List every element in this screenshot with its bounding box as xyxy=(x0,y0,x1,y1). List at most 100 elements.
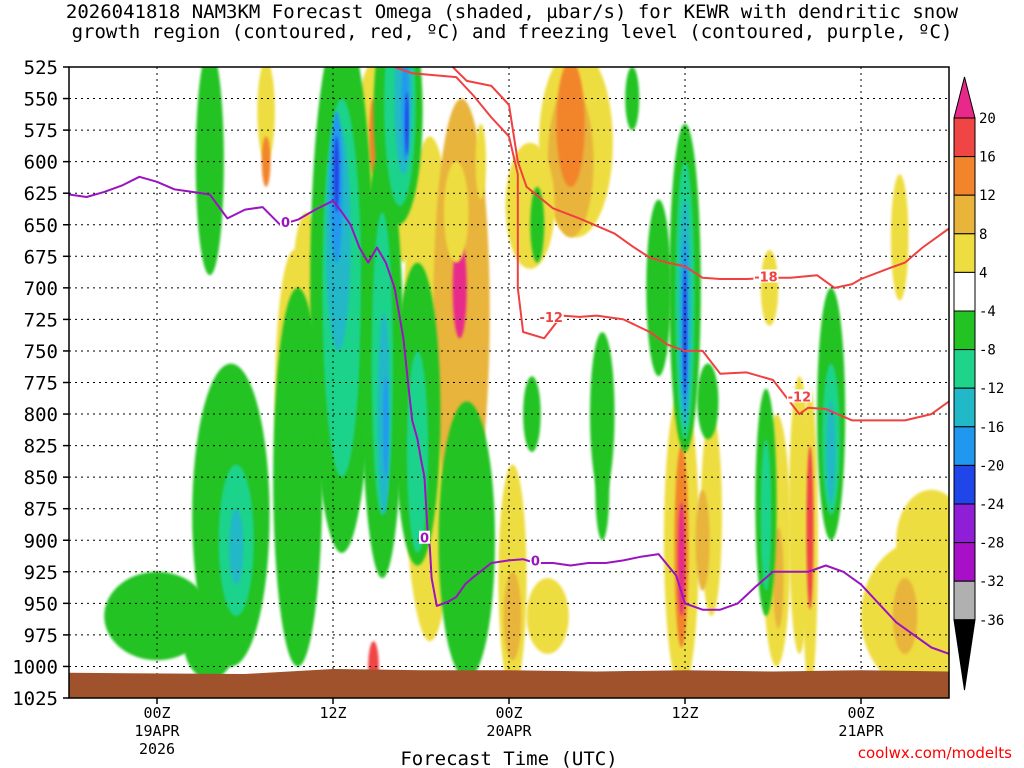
colorbar-segment-8 xyxy=(953,426,976,466)
omega-blob-32 xyxy=(806,445,814,610)
colorbar-label-10: -24 xyxy=(979,497,1004,513)
omega-blob-14 xyxy=(475,123,487,200)
colorbar-label-9: -20 xyxy=(979,458,1004,474)
y-tick-label-550: 550 xyxy=(24,89,58,111)
omega-blob-72 xyxy=(697,363,719,440)
y-tick-label-750: 750 xyxy=(24,341,58,363)
dgz-contour-1-label-0: -18 xyxy=(754,270,778,285)
x-tick-label-10-1: 12Z xyxy=(319,704,346,722)
omega-blob-29 xyxy=(773,527,784,629)
dgz-contour-0-label-bg-1 xyxy=(786,389,812,403)
colorbar-label-1: 16 xyxy=(979,150,996,166)
y-tick-label-925: 925 xyxy=(24,562,58,584)
omega-blob-37 xyxy=(104,571,210,661)
dgz-contour-0 xyxy=(394,67,949,422)
y-tick-label-950: 950 xyxy=(24,593,58,615)
y-tick-label-825: 825 xyxy=(24,436,58,458)
freezing-level-contour-0-label-1: 0 xyxy=(420,532,429,547)
freezing-level-contour-0-label-2: 0 xyxy=(531,554,540,569)
y-tick-label-1025: 1025 xyxy=(12,688,58,710)
omega-blob-52 xyxy=(383,376,389,478)
omega-blob-59 xyxy=(406,350,429,553)
dgz-contour-0-label-0: -12 xyxy=(539,311,563,326)
y-tick-label-875: 875 xyxy=(24,499,58,521)
colorbar-label-13: -36 xyxy=(979,613,1004,629)
omega-blob-38 xyxy=(195,67,224,276)
y-tick-label-675: 675 xyxy=(24,246,58,268)
y-axis: 525 550 575 600 625 650 675 700 725 750 775 800 825 8… xyxy=(12,57,69,710)
contours: -12 -12 -18 0 0 0 xyxy=(69,67,949,655)
omega-blob-42 xyxy=(229,508,244,585)
colorbar: 20 16 12 8 4 -4 -8 -12 -16 -20 -24 -28 -32 -36 xyxy=(953,76,1004,691)
colorbar-label-5: -4 xyxy=(979,304,996,320)
omega-blob-13 xyxy=(443,161,469,263)
omega-blob-74 xyxy=(760,439,772,591)
omega-blob-27 xyxy=(760,250,779,326)
omega-blob-21 xyxy=(526,578,569,654)
colorbar-segment-7 xyxy=(953,387,976,428)
grid-lines xyxy=(69,67,949,698)
colorbar-segment-6 xyxy=(953,349,976,389)
freezing-level-contour-0-label-bg-0 xyxy=(279,215,291,229)
omega-blob-77 xyxy=(826,401,836,503)
omega-blob-26 xyxy=(695,489,710,591)
omega-blob-35 xyxy=(892,578,918,654)
omega-blob-64 xyxy=(595,439,610,541)
title-line-1: 2026041818 NAM3KM Forecast Omega (shaded… xyxy=(65,1,959,23)
omega-blob-57 xyxy=(405,92,409,156)
colorbar-label-3: 8 xyxy=(979,227,987,243)
dgz-contour-0-label-1: -12 xyxy=(788,390,812,405)
omega-blob-0 xyxy=(257,67,275,162)
omega-blob-16 xyxy=(503,571,522,661)
ground-surface xyxy=(69,669,949,698)
x-tick-label-0-3: 2026 xyxy=(139,740,175,758)
y-tick-label-575: 575 xyxy=(24,120,58,142)
colorbar-label-11: -28 xyxy=(979,536,1004,552)
omega-blob-63 xyxy=(590,332,615,497)
y-tick-label-725: 725 xyxy=(24,309,58,331)
y-tick-label-1000: 1000 xyxy=(12,656,58,678)
freezing-level-contour-0-label-0: 0 xyxy=(281,216,290,231)
y-tick-label-525: 525 xyxy=(24,57,58,79)
freezing-level-contour-0-label-bg-1 xyxy=(419,530,431,544)
colorbar-label-12: -32 xyxy=(979,574,1004,590)
omega-blob-19 xyxy=(556,67,585,187)
colorbar-segment-9 xyxy=(953,464,976,505)
colorbar-segment-5 xyxy=(953,310,976,351)
colorbar-label-7: -12 xyxy=(979,381,1004,397)
freezing-level-contour-0 xyxy=(69,175,949,655)
colorbar-segment-3 xyxy=(953,233,976,273)
colorbar-segment-12 xyxy=(953,580,976,621)
x-tick-label-40-2: 21APR xyxy=(838,722,884,740)
freezing-level-contour-0-label-bg-2 xyxy=(529,553,541,567)
colorbar-bottom-cap xyxy=(953,619,976,691)
ground-fill xyxy=(69,669,949,698)
y-tick-label-850: 850 xyxy=(24,467,58,489)
colorbar-segment-0 xyxy=(953,117,976,158)
colorbar-segment-1 xyxy=(953,156,976,196)
x-tick-label-20-1: 00Z xyxy=(495,704,522,722)
x-tick-label-20-2: 20APR xyxy=(486,722,532,740)
dgz-contour-1 xyxy=(451,67,949,289)
omega-blob-48 xyxy=(333,136,340,213)
y-tick-label-625: 625 xyxy=(24,183,58,205)
omega-blob-1 xyxy=(261,136,271,187)
x-axis-title: Forecast Time (UTC) xyxy=(400,748,617,768)
colorbar-top-cap xyxy=(953,76,976,119)
omega-blob-36 xyxy=(890,174,909,301)
y-tick-label-700: 700 xyxy=(24,278,58,300)
y-tick-label-600: 600 xyxy=(24,152,58,174)
chart-title: 2026041818 NAM3KM Forecast Omega (shaded… xyxy=(0,2,1024,42)
colorbar-label-6: -8 xyxy=(979,343,996,359)
colorbar-label-4: 4 xyxy=(979,265,987,281)
y-tick-label-900: 900 xyxy=(24,530,58,552)
x-tick-label-40-1: 00Z xyxy=(847,704,874,722)
colorbar-segment-11 xyxy=(953,542,976,582)
y-tick-label-800: 800 xyxy=(24,404,58,426)
credit-text: coolwx.com/modelts xyxy=(857,744,1012,762)
colorbar-label-0: 20 xyxy=(979,111,996,127)
y-tick-label-650: 650 xyxy=(24,215,58,237)
omega-blob-20 xyxy=(505,142,555,269)
x-tick-label-0-2: 19APR xyxy=(134,722,180,740)
